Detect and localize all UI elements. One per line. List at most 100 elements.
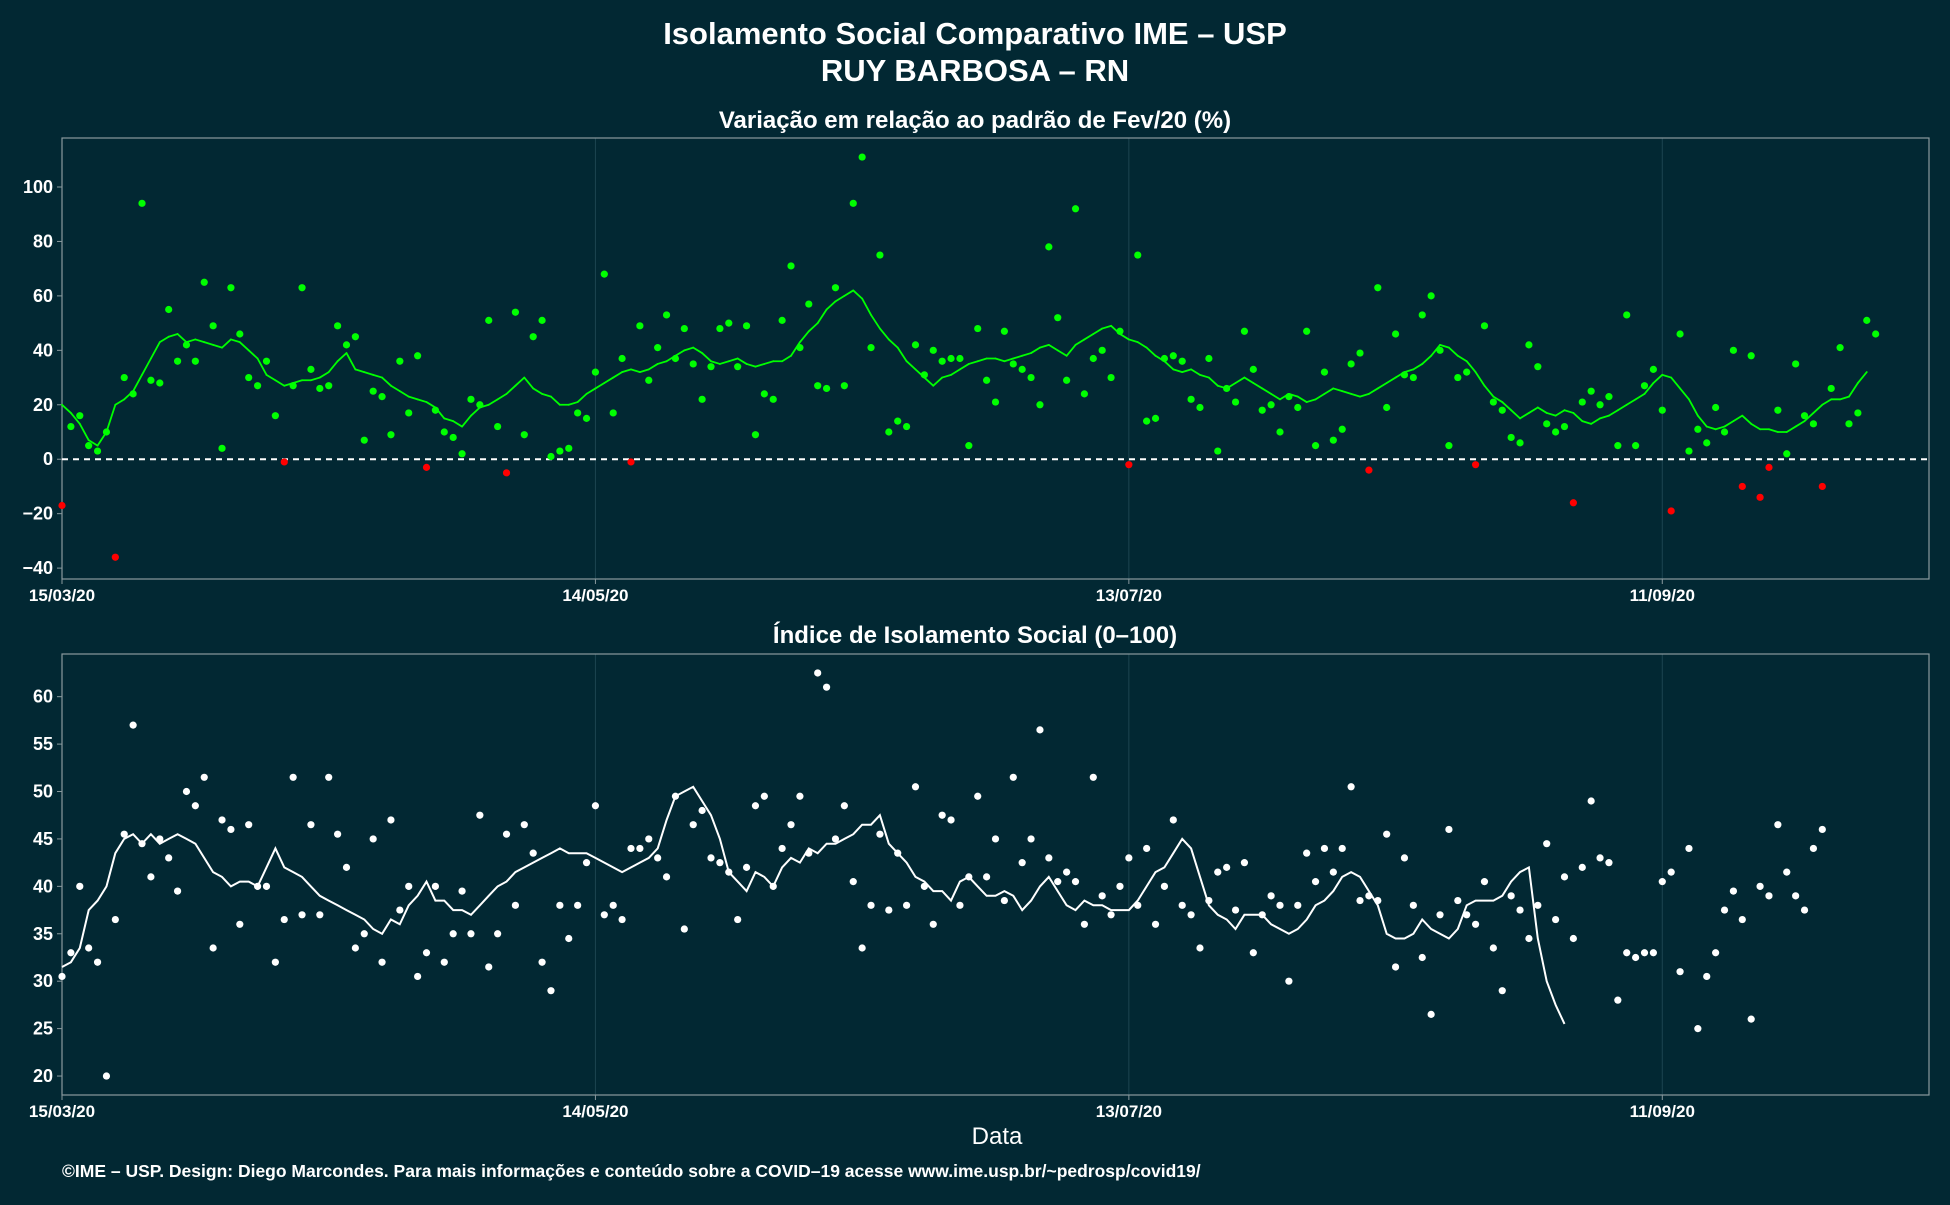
smoothed-line-segment (1305, 398, 1317, 403)
data-point (1783, 450, 1791, 458)
data-point (271, 958, 279, 966)
smoothed-line-segment (310, 376, 321, 382)
smoothed-line-segment (1528, 406, 1539, 414)
data-point (342, 341, 351, 349)
smoothed-line-segment (603, 376, 615, 384)
data-point (591, 368, 600, 376)
data-point (1614, 442, 1622, 450)
data-point (307, 365, 315, 373)
data-point (1374, 284, 1382, 292)
y-tick-label: 55 (33, 734, 53, 754)
data-point (1000, 327, 1008, 335)
smoothed-line-segment (1190, 368, 1201, 376)
data-point (93, 447, 102, 455)
smoothed-line-segment (1768, 428, 1779, 433)
data-point (511, 901, 520, 909)
top-panel-title: Variação em relação ao padrão de Fev/20 … (719, 107, 1231, 134)
data-point (965, 873, 973, 881)
data-point (609, 901, 617, 909)
smoothed-line-segment (416, 398, 428, 403)
data-point (1285, 977, 1293, 985)
data-point (920, 882, 928, 890)
data-point (1560, 422, 1569, 431)
smoothed-line-segment (1590, 417, 1601, 425)
data-point (156, 835, 164, 843)
smoothed-line-segment (959, 363, 970, 371)
data-point (511, 308, 520, 316)
data-point (636, 844, 644, 853)
smoothed-line-segment (1412, 363, 1424, 371)
data-point (378, 393, 386, 401)
data-point (147, 873, 155, 881)
data-point (422, 463, 431, 471)
data-point (1436, 346, 1444, 354)
footer-credit: ©IME – USP. Design: Diego Marcondes. Par… (62, 1161, 1201, 1181)
data-point (716, 324, 724, 333)
data-point (1845, 420, 1853, 428)
data-point (1427, 292, 1435, 300)
smoothed-line-segment (1794, 420, 1806, 428)
data-point (1614, 996, 1622, 1004)
data-point (1863, 316, 1871, 324)
smoothed-line-segment (1679, 387, 1690, 401)
data-point (1587, 797, 1595, 805)
data-point (1471, 461, 1480, 469)
smoothed-line-segment (256, 357, 268, 376)
data-point (1587, 387, 1595, 395)
smoothed-line-segment (1856, 371, 1868, 384)
smoothed-line-segment (745, 363, 757, 368)
data-point (689, 821, 697, 829)
smoothed-line-segment (1430, 343, 1441, 357)
data-point (627, 844, 635, 853)
data-point (591, 802, 600, 810)
smoothed-line-segment (78, 422, 90, 442)
data-point (983, 376, 991, 384)
smoothed-line-segment (1616, 403, 1628, 412)
data-point (458, 450, 466, 458)
data-point (680, 925, 688, 933)
smoothed-line-segment (754, 363, 766, 368)
data-point (725, 868, 733, 876)
smoothed-line-segment (1696, 414, 1708, 428)
data-point (58, 972, 66, 981)
data-point (582, 859, 591, 867)
data-point (1694, 1025, 1702, 1033)
data-point (422, 949, 431, 957)
smoothed-line-segment (1368, 387, 1379, 395)
data-point (227, 825, 235, 834)
smoothed-line-segment (132, 373, 143, 393)
index-panel: 15/03/20 14/05/20 13/07/20 11/09/20 20 25 30 35… (29, 653, 1930, 1121)
smoothed-line-segment (1439, 343, 1450, 349)
data-point (129, 721, 137, 729)
smoothed-line-segment (621, 368, 632, 374)
data-point (405, 882, 413, 890)
data-point (885, 906, 893, 914)
data-point (485, 963, 493, 971)
smoothed-line-segment (212, 343, 223, 349)
smoothed-line-segment (1421, 354, 1433, 365)
smoothed-line-segment (1074, 338, 1086, 346)
data-point (1809, 844, 1818, 853)
data-point (858, 153, 866, 161)
data-point (822, 384, 831, 393)
data-point (1320, 844, 1329, 853)
data-point (1018, 859, 1026, 867)
data-point (1240, 327, 1249, 335)
data-point (351, 333, 359, 341)
data-point (102, 428, 111, 436)
smoothed-line-segment (727, 357, 739, 363)
data-point (1338, 844, 1346, 853)
smoothed-line-segment (879, 327, 890, 341)
smoothed-line-segment (1127, 338, 1139, 344)
smoothed-line-segment (1474, 371, 1486, 387)
data-point (298, 911, 306, 919)
smoothed-line-segment (381, 376, 392, 387)
data-point (1338, 425, 1346, 433)
data-point (1063, 868, 1071, 876)
data-point (191, 357, 199, 365)
data-point (805, 849, 813, 857)
data-point (565, 934, 573, 943)
smoothed-line-segment (496, 392, 508, 401)
data-point (1409, 901, 1417, 909)
